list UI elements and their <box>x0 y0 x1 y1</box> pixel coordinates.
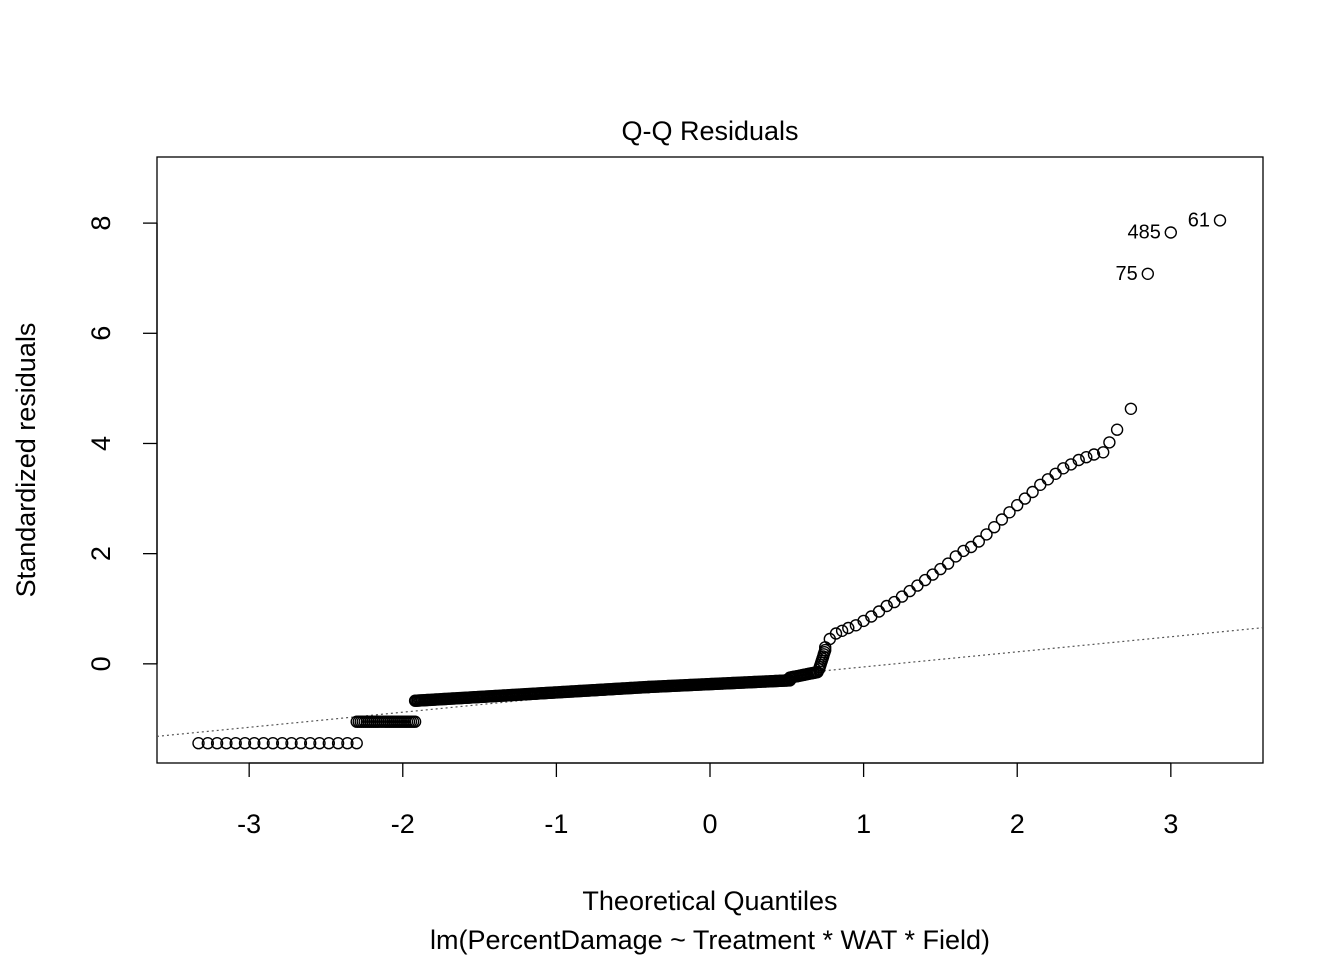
data-point <box>322 737 335 750</box>
data-point <box>276 737 289 750</box>
data-point <box>926 568 939 581</box>
data-point <box>220 737 233 750</box>
data-point <box>842 621 855 635</box>
data-point <box>835 624 849 637</box>
data-point <box>238 737 252 750</box>
data-point <box>350 737 363 750</box>
y-tick-label: 0 <box>86 656 116 671</box>
data-point <box>934 562 947 576</box>
data-point <box>1087 448 1101 461</box>
x-axis: -3 -2 -1 0 1 2 3 <box>237 762 1178 839</box>
data-point <box>1034 478 1047 491</box>
data-point <box>829 627 843 640</box>
x-tick-label: 0 <box>702 809 717 839</box>
data-point <box>1164 226 1178 239</box>
data-point <box>1141 267 1155 280</box>
x-tick-label: -2 <box>391 809 415 839</box>
data-point <box>1124 402 1138 415</box>
chart-subtitle: lm(PercentDamage ~ Treatment * WAT * Fie… <box>430 925 990 955</box>
data-point <box>266 737 280 750</box>
y-tick-label: 4 <box>86 436 116 451</box>
data-point <box>285 737 298 750</box>
y-axis-label: Standardized residuals <box>11 323 41 598</box>
data-point <box>331 737 345 750</box>
data-point <box>957 544 970 558</box>
data-point <box>1080 451 1093 464</box>
data-point <box>1096 446 1110 459</box>
y-axis: 0 2 4 6 8 <box>86 216 158 671</box>
x-tick-label: 3 <box>1163 809 1178 839</box>
data-point <box>229 737 242 750</box>
plot-frame <box>156 156 1264 764</box>
data-point <box>341 737 354 750</box>
y-tick-label: 8 <box>86 216 116 231</box>
data-point <box>1018 492 1032 505</box>
data-point <box>192 737 205 750</box>
points-layer <box>192 214 1227 750</box>
point-labels-layer: 61 485 75 <box>1116 209 1210 284</box>
data-point <box>304 737 317 750</box>
chart-title: Q-Q Residuals <box>621 116 798 146</box>
y-tick-label: 2 <box>86 546 116 561</box>
data-point <box>949 550 962 563</box>
data-point <box>918 573 932 587</box>
data-point <box>872 605 886 618</box>
data-point <box>1011 499 1024 512</box>
data-point <box>1103 436 1116 449</box>
data-point <box>880 599 893 613</box>
data-point <box>1057 462 1070 475</box>
point-label: 75 <box>1116 263 1138 285</box>
x-tick-label: -3 <box>237 809 261 839</box>
data-point <box>972 535 985 548</box>
data-point <box>1041 473 1055 486</box>
data-point <box>895 590 909 603</box>
data-point <box>248 737 261 750</box>
data-point <box>980 528 993 541</box>
data-point <box>1003 506 1016 519</box>
data-point <box>210 737 224 750</box>
data-point <box>995 513 1009 526</box>
data-point <box>1110 423 1124 436</box>
data-point <box>911 579 924 592</box>
data-point <box>1026 485 1039 499</box>
data-point <box>1072 453 1085 467</box>
data-point <box>1213 214 1227 227</box>
x-tick-label: -1 <box>544 809 568 839</box>
data-point <box>294 737 308 750</box>
data-point <box>1049 467 1062 480</box>
data-point <box>903 584 916 598</box>
y-tick-label: 6 <box>86 326 116 341</box>
point-label: 485 <box>1127 221 1160 243</box>
data-point <box>257 737 270 750</box>
data-point <box>408 715 422 728</box>
data-point <box>988 521 1001 534</box>
x-tick-label: 1 <box>856 809 871 839</box>
data-point <box>201 737 215 750</box>
data-point <box>941 557 955 570</box>
x-tick-label: 2 <box>1010 809 1025 839</box>
data-point <box>313 737 326 750</box>
point-label: 61 <box>1188 209 1210 231</box>
x-axis-label: Theoretical Quantiles <box>582 886 837 916</box>
